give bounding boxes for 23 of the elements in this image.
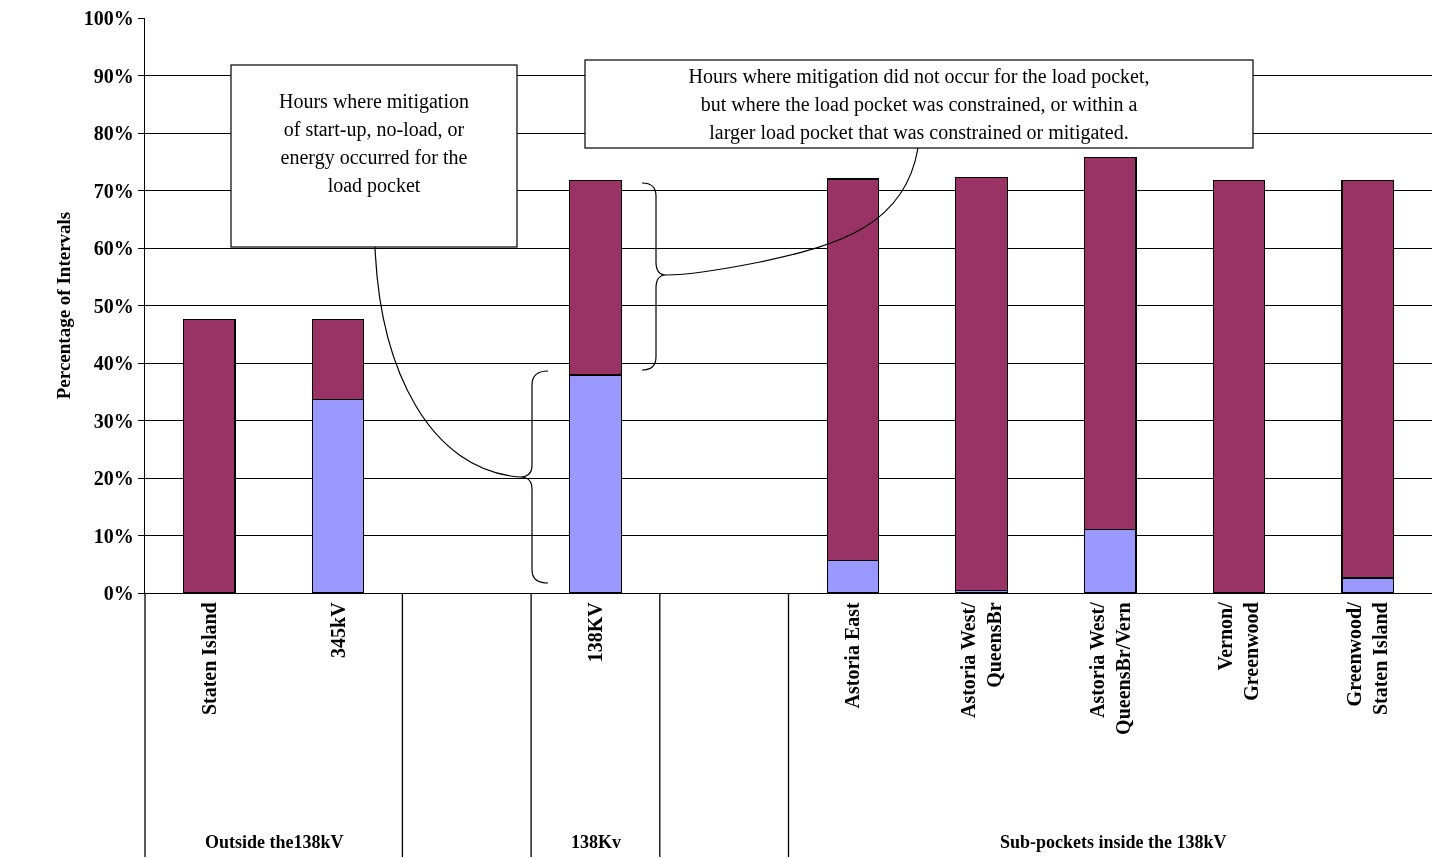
y-tick-label: 0% (103, 582, 134, 604)
y-tick-label: 60% (93, 237, 134, 259)
x-tick-label: Staten Island (197, 602, 220, 716)
x-tick-label: Greenwood/ Staten Island (1343, 601, 1392, 716)
text: 138Kv (571, 832, 622, 852)
x-tick-label: Astoria West/ QueensBr/Vern (1085, 601, 1134, 735)
x-tick-label: 138KV (583, 601, 606, 663)
y-tick-label: 70% (93, 179, 134, 202)
x-tick-label: Vernon/ Greenwood (1214, 601, 1263, 701)
y-tick-label: 90% (93, 64, 134, 87)
y-axis-title: Percentage of Intervals (52, 211, 74, 400)
y-tick-label: 80% (93, 122, 134, 144)
text: Sub-pockets inside the 138kV (1000, 832, 1227, 852)
y-tick-label: 30% (93, 409, 134, 432)
x-tick-label: Astoria West/ QueensBr (957, 601, 1006, 719)
x-tick-label: 345kV (326, 601, 349, 658)
text: Outside the138kV (205, 832, 344, 852)
y-tick-label: 20% (93, 467, 134, 489)
y-tick-label: 100% (83, 7, 134, 29)
y-tick-label: 10% (93, 524, 134, 547)
y-tick-label: 40% (93, 352, 134, 374)
x-tick-label: Astoria East (841, 601, 864, 709)
y-tick-label: 50% (93, 294, 134, 317)
